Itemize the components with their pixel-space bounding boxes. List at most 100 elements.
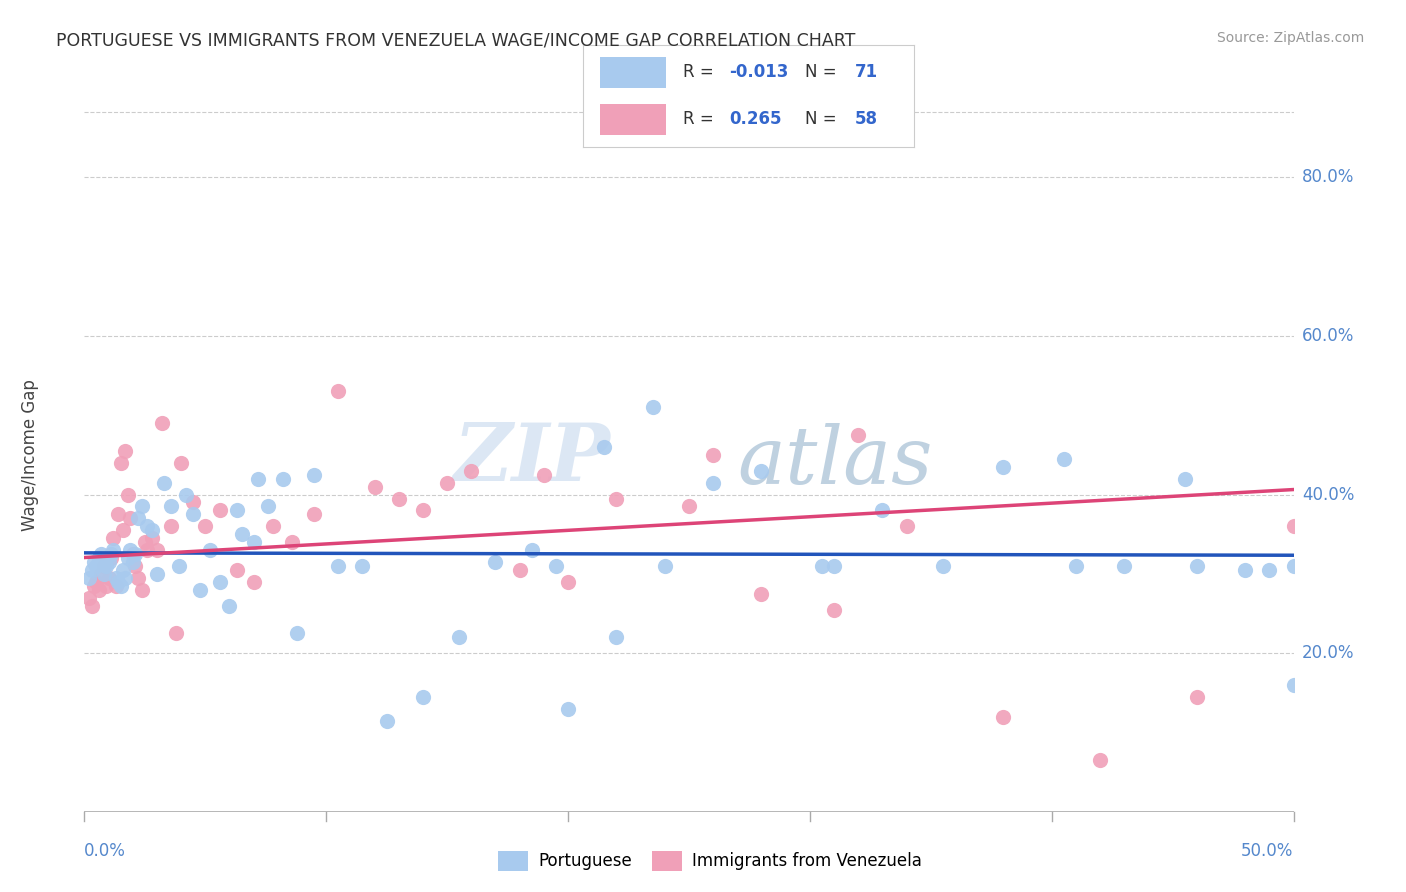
Point <box>225 503 247 517</box>
Point <box>352 558 374 573</box>
Point <box>114 444 136 458</box>
Point <box>107 574 129 589</box>
Point <box>100 551 122 566</box>
Point <box>1282 678 1305 692</box>
Point <box>242 535 264 549</box>
Point <box>103 543 125 558</box>
Point <box>141 523 163 537</box>
Point <box>77 571 100 585</box>
Point <box>120 543 142 558</box>
Point <box>131 582 153 597</box>
Point <box>678 500 700 514</box>
Point <box>484 555 506 569</box>
Point <box>127 571 149 585</box>
Point <box>104 579 127 593</box>
Legend: Portuguese, Immigrants from Venezuela: Portuguese, Immigrants from Venezuela <box>492 844 928 878</box>
Point <box>112 563 135 577</box>
Text: PORTUGUESE VS IMMIGRANTS FROM VENEZUELA WAGE/INCOME GAP CORRELATION CHART: PORTUGUESE VS IMMIGRANTS FROM VENEZUELA … <box>56 31 856 49</box>
Point <box>136 519 159 533</box>
Point <box>87 582 110 597</box>
Point <box>94 579 117 593</box>
Point <box>896 519 918 533</box>
Point <box>654 558 676 573</box>
Text: Source: ZipAtlas.com: Source: ZipAtlas.com <box>1216 31 1364 45</box>
Point <box>77 591 100 605</box>
Text: 40.0%: 40.0% <box>1302 485 1354 504</box>
Point <box>1064 558 1087 573</box>
Point <box>449 630 471 644</box>
Point <box>121 555 143 569</box>
Text: 60.0%: 60.0% <box>1302 327 1354 345</box>
Point <box>257 500 280 514</box>
Point <box>93 558 115 573</box>
Point <box>1114 558 1136 573</box>
Point <box>262 519 284 533</box>
Point <box>112 523 135 537</box>
Point <box>605 491 627 506</box>
Text: R =: R = <box>683 111 718 128</box>
Point <box>1258 563 1281 577</box>
Point <box>1185 690 1208 704</box>
Point <box>80 563 103 577</box>
Point <box>194 519 217 533</box>
Text: 0.265: 0.265 <box>728 111 782 128</box>
Point <box>90 547 112 561</box>
Bar <box>600 104 666 135</box>
Point <box>247 472 270 486</box>
Point <box>605 630 627 644</box>
Point <box>150 416 173 430</box>
Point <box>932 558 955 573</box>
Point <box>124 547 146 561</box>
Point <box>1282 558 1305 573</box>
Text: N =: N = <box>804 111 842 128</box>
Point <box>160 519 183 533</box>
Point <box>103 531 125 545</box>
Point <box>110 579 132 593</box>
Text: 58: 58 <box>855 111 877 128</box>
Point <box>872 503 894 517</box>
Point <box>134 535 156 549</box>
Point <box>823 558 845 573</box>
Text: ZIP: ZIP <box>454 420 610 497</box>
Point <box>218 599 240 613</box>
Point <box>533 467 555 482</box>
Point <box>231 527 253 541</box>
Point <box>208 503 231 517</box>
Point <box>165 626 187 640</box>
Point <box>811 558 834 573</box>
Point <box>302 508 325 522</box>
Point <box>1088 753 1111 767</box>
Point <box>460 464 482 478</box>
Point <box>114 571 136 585</box>
Point <box>94 558 117 573</box>
Point <box>170 456 193 470</box>
Text: 50.0%: 50.0% <box>1241 842 1294 860</box>
Point <box>190 582 212 597</box>
Point <box>117 487 139 501</box>
Point <box>153 475 176 490</box>
Point <box>86 558 108 573</box>
Point <box>100 547 122 561</box>
Point <box>120 511 142 525</box>
Point <box>107 508 129 522</box>
Point <box>993 459 1015 474</box>
Point <box>593 440 616 454</box>
Point <box>97 571 120 585</box>
Point <box>90 566 112 581</box>
Point <box>751 464 773 478</box>
Point <box>117 551 139 566</box>
Point <box>412 503 434 517</box>
Point <box>1174 472 1197 486</box>
Point <box>271 472 294 486</box>
Point <box>285 626 308 640</box>
Point <box>174 487 197 501</box>
Point <box>141 531 163 545</box>
Point <box>127 511 149 525</box>
Point <box>281 535 304 549</box>
Point <box>146 566 169 581</box>
Point <box>83 555 105 569</box>
Text: -0.013: -0.013 <box>728 63 789 81</box>
Text: 80.0%: 80.0% <box>1302 169 1354 186</box>
Point <box>1053 451 1076 466</box>
Text: R =: R = <box>683 63 718 81</box>
